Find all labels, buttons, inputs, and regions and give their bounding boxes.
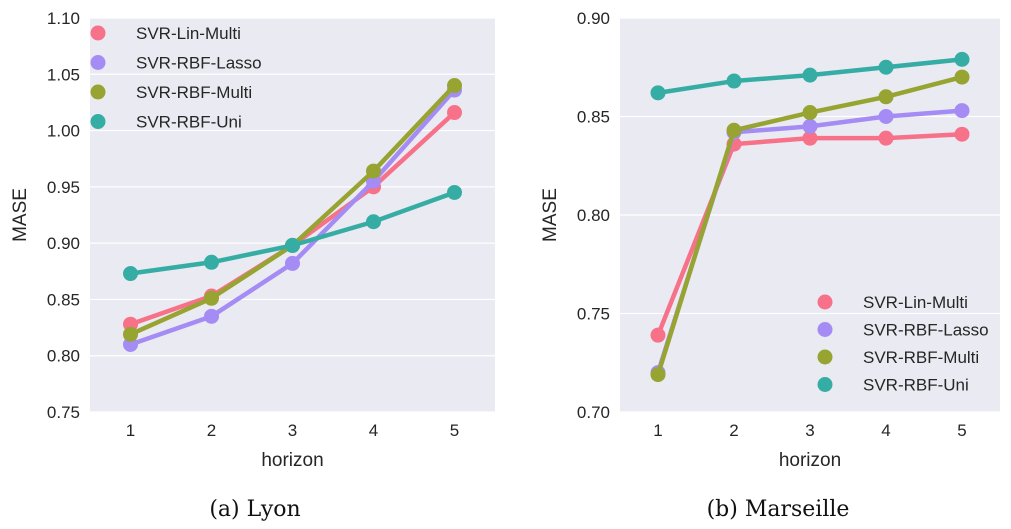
data-point (204, 308, 219, 324)
data-point (285, 237, 300, 253)
x-tick-label: 3 (805, 421, 814, 440)
y-axis-label: MASE (540, 188, 561, 242)
data-point (366, 214, 381, 230)
data-point (954, 51, 970, 67)
data-point (447, 184, 462, 200)
y-tick-label: 1.10 (47, 9, 80, 28)
y-tick-label: 0.80 (577, 206, 610, 225)
data-point (447, 78, 462, 94)
x-axis-label: horizon (261, 450, 323, 471)
x-tick-label: 5 (957, 421, 966, 440)
data-point (123, 266, 138, 282)
plot-area (90, 18, 495, 412)
y-tick-label: 0.90 (577, 9, 610, 28)
x-tick-label: 2 (729, 421, 738, 440)
data-point (954, 69, 970, 85)
data-point (878, 109, 894, 124)
chart-caption: (b) Marseille (707, 497, 850, 522)
legend-marker (90, 84, 106, 100)
data-point (954, 126, 970, 142)
legend-marker (817, 349, 833, 365)
y-tick-label: 0.85 (577, 108, 610, 127)
chart-2: 0.70 0.75 0.80 0.85 0.90 1 2 3 4 5 horizon MASE SVR-… (540, 9, 1000, 522)
y-tick-label: 0.95 (47, 178, 80, 197)
y-tick-label: 1.00 (47, 122, 80, 141)
data-point (650, 367, 666, 383)
y-axis-label: MASE (10, 188, 31, 242)
data-point (447, 105, 462, 121)
chart-1: 0.75 0.80 0.85 0.90 0.95 1.00 1.05 1.10 1 2 3 4 5 hor… (10, 9, 495, 522)
y-tick-label: 0.80 (47, 347, 80, 366)
x-tick-label: 1 (653, 421, 662, 440)
x-tick-label: 1 (126, 421, 135, 440)
data-point (123, 326, 138, 342)
legend-label: SVR-RBF-Lasso (136, 54, 262, 73)
data-point (204, 290, 219, 306)
legend-label: SVR-Lin-Multi (136, 24, 241, 43)
legend-marker (90, 55, 106, 70)
data-point (726, 122, 742, 138)
legend-marker (817, 322, 833, 337)
legend-label: SVR-RBF-Lasso (863, 321, 989, 340)
data-point (878, 130, 894, 146)
data-point (650, 85, 666, 101)
data-point (802, 105, 818, 121)
x-tick-label: 3 (288, 421, 297, 440)
data-point (954, 103, 970, 119)
data-point (802, 130, 818, 146)
data-point (204, 254, 219, 270)
data-point (802, 118, 818, 134)
legend-label: SVR-RBF-Uni (863, 376, 969, 395)
y-tick-label: 1.05 (47, 65, 80, 84)
legend-marker (817, 294, 833, 310)
legend-label: SVR-RBF-Multi (136, 83, 252, 102)
x-tick-label: 4 (881, 421, 890, 440)
y-tick-label: 0.90 (47, 234, 80, 253)
data-point (650, 327, 666, 343)
legend-label: SVR-Lin-Multi (863, 293, 968, 312)
legend-marker (817, 377, 833, 392)
x-tick-label: 2 (207, 421, 216, 440)
x-tick-label: 5 (450, 421, 459, 440)
y-tick-label: 0.75 (47, 403, 80, 422)
y-tick-label: 0.75 (577, 305, 610, 324)
chart-caption: (a) Lyon (209, 497, 300, 522)
data-point (878, 59, 894, 75)
legend-label: SVR-RBF-Uni (136, 113, 242, 132)
y-tick-label: 0.70 (577, 403, 610, 422)
x-axis-label: horizon (779, 450, 841, 471)
data-point (366, 163, 381, 179)
data-point (878, 89, 894, 105)
x-tick-label: 4 (369, 421, 378, 440)
data-point (726, 73, 742, 89)
legend-label: SVR-RBF-Multi (863, 348, 979, 367)
legend-marker (90, 25, 106, 41)
data-point (285, 255, 300, 271)
y-tick-label: 0.85 (47, 290, 80, 309)
legend-marker (90, 114, 106, 129)
data-point (802, 67, 818, 83)
